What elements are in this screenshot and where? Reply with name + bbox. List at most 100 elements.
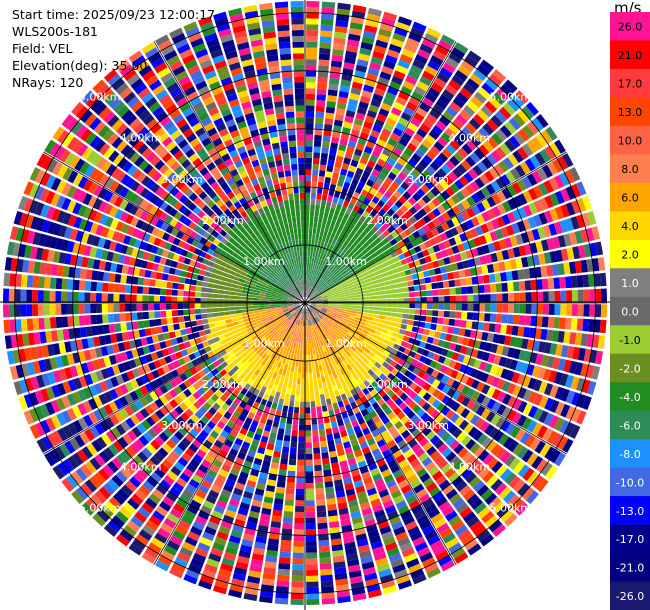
- velocity-gate: [148, 311, 155, 319]
- velocity-gate: [592, 257, 600, 272]
- velocity-gate: [448, 342, 457, 351]
- velocity-gate: [447, 171, 458, 182]
- velocity-gate: [455, 311, 462, 319]
- velocity-gate: [266, 549, 278, 558]
- velocity-gate: [325, 486, 335, 494]
- velocity-gate: [435, 324, 443, 332]
- velocity-gate: [290, 341, 295, 348]
- velocity-gate: [305, 93, 316, 100]
- velocity-gate: [427, 87, 441, 98]
- velocity-gate: [96, 282, 103, 292]
- velocity-gate: [397, 425, 407, 435]
- velocity-gate: [320, 310, 327, 314]
- velocity-gate: [406, 325, 413, 332]
- velocity-gate: [546, 265, 554, 277]
- velocity-gate: [585, 364, 595, 379]
- velocity-gates: [3, 1, 607, 605]
- velocity-gate: [282, 357, 287, 364]
- velocity-gate: [419, 75, 432, 87]
- velocity-gate: [368, 341, 376, 347]
- velocity-gate: [223, 294, 230, 299]
- velocity-gate: [403, 106, 415, 117]
- velocity-gate: [420, 412, 430, 422]
- velocity-gate: [381, 430, 390, 439]
- velocity-gate: [402, 287, 409, 293]
- velocity-gate: [403, 308, 410, 314]
- velocity-gate: [460, 435, 472, 447]
- velocity-gate: [327, 297, 334, 300]
- velocity-gate: [361, 286, 368, 291]
- velocity-gate: [421, 557, 436, 568]
- velocity-gate: [281, 452, 289, 459]
- velocity-gate: [342, 246, 349, 254]
- velocity-gate: [371, 149, 381, 158]
- velocity-gate: [305, 268, 307, 274]
- velocity-gate: [342, 373, 349, 381]
- velocity-gate: [389, 515, 401, 525]
- velocity-gate: [435, 496, 448, 507]
- velocity-gate: [266, 443, 275, 451]
- velocity-gate: [236, 313, 243, 318]
- velocity-gate: [362, 241, 370, 249]
- velocity-gate: [150, 271, 158, 279]
- velocity-gate: [437, 39, 452, 51]
- velocity-gate: [473, 359, 482, 369]
- velocity-gate: [465, 277, 473, 286]
- velocity-gate: [426, 309, 433, 316]
- velocity-gate: [343, 157, 352, 165]
- velocity-gate: [336, 336, 342, 342]
- velocity-gate: [411, 345, 419, 353]
- velocity-gate: [435, 120, 447, 131]
- velocity-gate: [332, 402, 339, 410]
- velocity-gate: [284, 351, 289, 359]
- velocity-gate: [359, 422, 368, 431]
- velocity-gate: [454, 179, 465, 190]
- velocity-gate: [528, 202, 538, 215]
- velocity-gate: [356, 338, 364, 344]
- velocity-gate: [387, 389, 395, 398]
- velocity-gate: [247, 305, 253, 309]
- velocity-gate: [384, 316, 391, 321]
- velocity-gate: [413, 320, 420, 327]
- velocity-gate: [343, 315, 350, 320]
- velocity-gate: [308, 280, 311, 287]
- velocity-gate: [316, 406, 322, 413]
- velocity-gate: [485, 221, 495, 232]
- velocity-gate: [328, 272, 334, 279]
- velocity-gate: [330, 538, 343, 546]
- velocity-gate: [286, 417, 293, 425]
- velocity-gate: [319, 393, 326, 401]
- velocity-gate: [267, 413, 275, 421]
- velocity-gate: [481, 510, 495, 524]
- velocity-gate: [131, 312, 138, 321]
- velocity-gate: [323, 369, 329, 376]
- velocity-gate: [522, 403, 533, 416]
- velocity-gate: [510, 425, 521, 439]
- velocity-gate: [258, 441, 267, 449]
- velocity-gate: [379, 311, 386, 316]
- velocity-gate: [460, 221, 470, 232]
- velocity-gate: [431, 399, 441, 409]
- velocity-gate: [351, 276, 358, 282]
- velocity-gate: [403, 147, 414, 157]
- velocity-gate: [317, 376, 322, 384]
- velocity-gate: [315, 493, 325, 501]
- velocity-gate: [189, 285, 196, 291]
- velocity-gate: [576, 181, 587, 196]
- velocity-gate: [299, 314, 302, 320]
- velocity-gate: [385, 294, 392, 299]
- velocity-gate: [365, 482, 375, 491]
- velocity-gate: [209, 327, 217, 334]
- velocity-gate: [445, 57, 459, 69]
- velocity-gate: [270, 426, 278, 434]
- velocity-gate: [338, 266, 344, 272]
- velocity-gate: [306, 593, 320, 600]
- velocity-gate: [531, 117, 544, 132]
- velocity-gate: [313, 310, 318, 316]
- velocity-gate: [305, 332, 307, 338]
- velocity-gate: [375, 177, 384, 186]
- velocity-gate: [316, 303, 323, 305]
- velocity-gate: [366, 255, 373, 262]
- velocity-gate: [505, 370, 515, 382]
- velocity-gate: [302, 343, 305, 350]
